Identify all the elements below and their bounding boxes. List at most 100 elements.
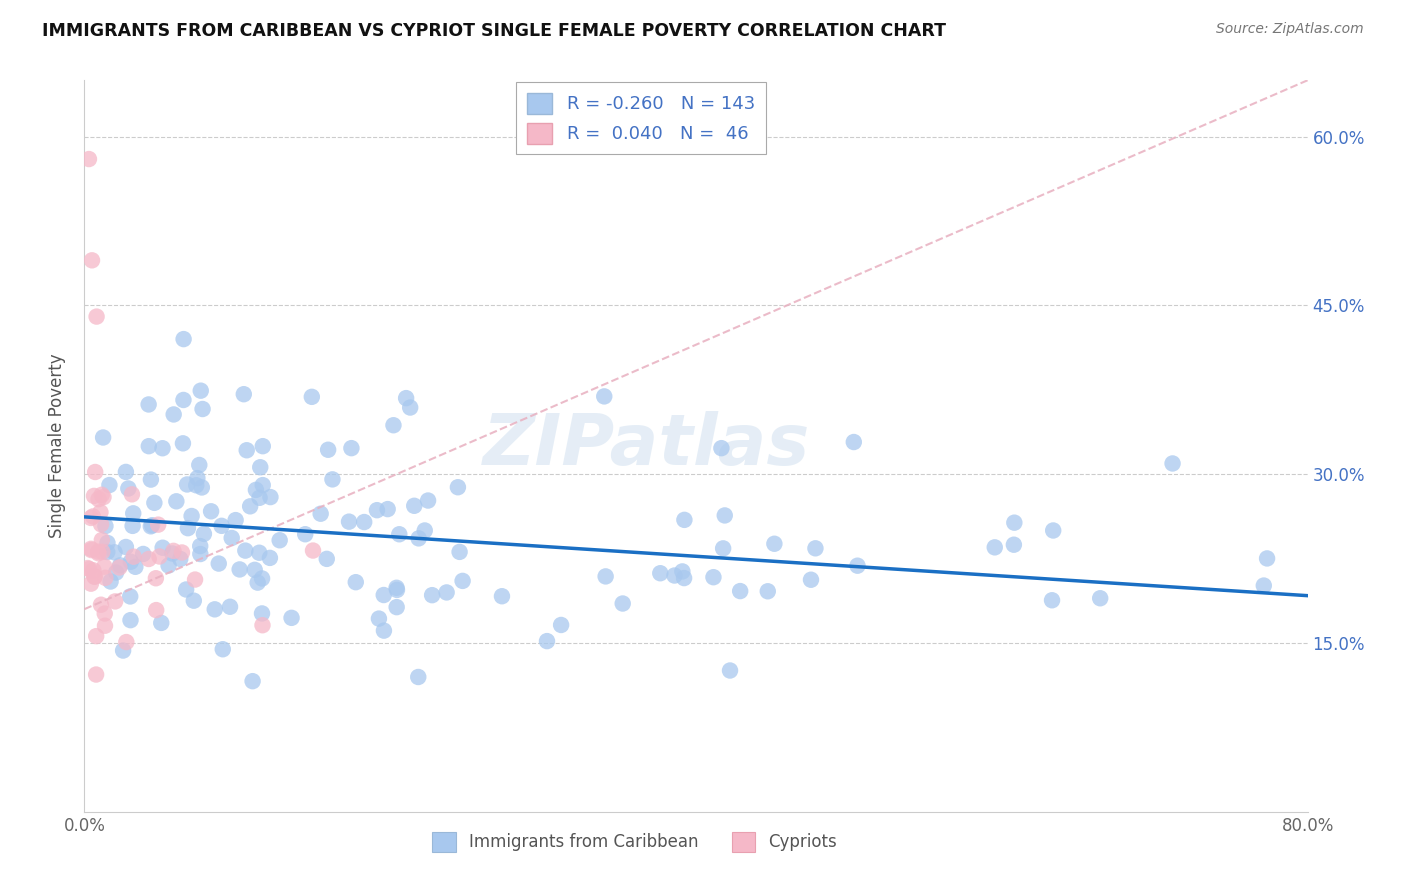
Point (152, 441, 174, 455)
Point (756, 584, 779, 599)
Point (259, 490, 281, 504)
Point (80, 253, 103, 268)
Point (83, 489, 105, 503)
Point (664, 568, 686, 582)
Point (252, 618, 274, 632)
Point (536, 634, 558, 648)
Point (225, 513, 247, 527)
Point (108, 560, 131, 574)
Point (108, 558, 131, 573)
Point (117, 482, 139, 496)
Point (93, 490, 115, 504)
Point (91, 545, 114, 559)
Point (408, 532, 430, 546)
Point (842, 435, 865, 450)
Point (148, 517, 170, 532)
Point (208, 557, 231, 571)
Point (373, 588, 395, 602)
Point (100, 574, 122, 589)
Point (115, 635, 138, 649)
Point (673, 513, 696, 527)
Point (122, 549, 145, 564)
Legend: Immigrants from Caribbean, Cypriots: Immigrants from Caribbean, Cypriots (426, 826, 844, 858)
Point (239, 500, 262, 514)
Point (193, 526, 215, 541)
Point (228, 562, 250, 576)
Point (180, 508, 202, 523)
Point (385, 600, 408, 615)
Point (141, 518, 163, 533)
Point (94, 519, 117, 533)
Point (90, 598, 112, 612)
Point (436, 585, 458, 599)
Point (82, 563, 104, 577)
Point (846, 558, 869, 573)
Point (112, 643, 135, 657)
Point (200, 504, 222, 518)
Point (416, 493, 439, 508)
Point (148, 549, 170, 564)
Point (1253, 578, 1275, 592)
Y-axis label: Single Female Poverty: Single Female Poverty (48, 354, 66, 538)
Point (191, 402, 214, 417)
Point (250, 607, 273, 621)
Point (86, 310, 108, 324)
Point (186, 471, 208, 485)
Point (174, 582, 197, 597)
Point (247, 546, 270, 560)
Point (84, 629, 107, 643)
Point (368, 611, 391, 625)
Point (250, 572, 273, 586)
Point (702, 570, 724, 584)
Point (177, 521, 200, 535)
Text: IMMIGRANTS FROM CARIBBEAN VS CYPRIOT SINGLE FEMALE POVERTY CORRELATION CHART: IMMIGRANTS FROM CARIBBEAN VS CYPRIOT SIN… (42, 22, 946, 40)
Point (145, 603, 167, 617)
Point (491, 589, 513, 603)
Point (103, 545, 125, 559)
Point (84, 667, 107, 681)
Point (188, 458, 211, 472)
Point (84, 465, 107, 479)
Point (259, 550, 281, 565)
Point (120, 590, 142, 604)
Point (163, 408, 186, 422)
Point (595, 569, 617, 583)
Point (420, 588, 443, 602)
Point (87, 544, 110, 558)
Point (252, 439, 274, 453)
Point (399, 401, 422, 415)
Point (124, 559, 146, 574)
Point (165, 494, 187, 508)
Point (169, 552, 191, 566)
Point (246, 575, 269, 590)
Point (80, 511, 103, 525)
Point (83, 569, 105, 583)
Point (76, 561, 98, 575)
Point (550, 618, 572, 632)
Point (1002, 516, 1025, 530)
Point (93, 607, 115, 621)
Point (249, 460, 271, 475)
Point (800, 573, 823, 587)
Point (162, 547, 184, 561)
Point (191, 480, 214, 494)
Point (385, 581, 408, 595)
Point (413, 524, 436, 538)
Point (382, 418, 405, 433)
Point (340, 441, 363, 455)
Point (172, 436, 194, 450)
Point (447, 480, 470, 494)
Point (337, 515, 360, 529)
Point (243, 563, 266, 577)
Point (94, 571, 117, 585)
Point (309, 507, 332, 521)
Point (121, 519, 143, 533)
Point (139, 473, 162, 487)
Point (96, 545, 118, 559)
Point (710, 441, 733, 455)
Point (122, 506, 145, 520)
Point (344, 575, 367, 590)
Point (316, 442, 339, 457)
Point (388, 527, 411, 541)
Point (763, 537, 786, 551)
